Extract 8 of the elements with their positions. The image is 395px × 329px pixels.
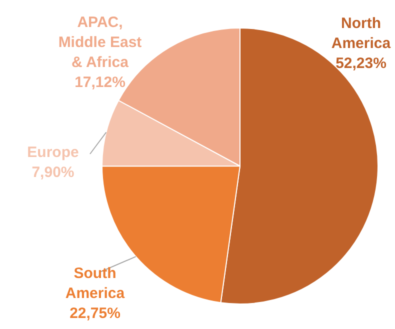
slice-label: South America [65,265,126,302]
data-label: 17,12% [74,74,126,91]
data-label: 7,90% [32,164,74,181]
slice-label: Europe [27,144,79,161]
data-label: 52,23% [336,55,386,72]
slice-label: APAC, Middle East & Africa [58,14,142,71]
slice-label: North America [331,15,392,52]
data-label: 22,75% [70,305,120,322]
